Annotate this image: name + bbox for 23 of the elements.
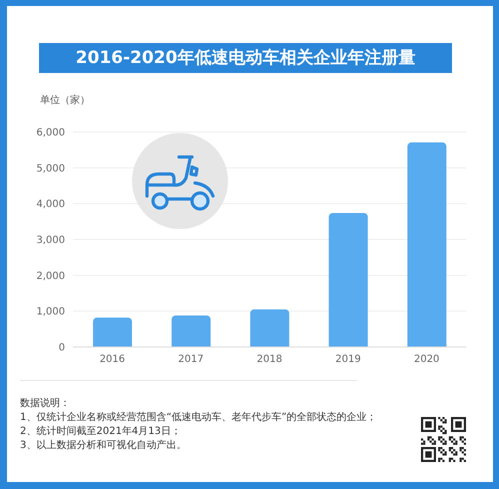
y-tick-label: 2,000 bbox=[36, 270, 65, 282]
chart-title: 2016-2020年低速电动车相关企业年注册量 bbox=[39, 43, 452, 73]
text: 数据说明： bbox=[20, 397, 70, 410]
x-tick-label: 2019 bbox=[335, 354, 361, 366]
y-tick-label: 5,000 bbox=[36, 163, 65, 174]
y-tick-label: 1,000 bbox=[36, 306, 65, 318]
y-tick-label: 6,000 bbox=[36, 128, 65, 139]
x-tick-label: 2017 bbox=[178, 354, 204, 366]
text: 1、仅统计企业名称或经营范围含“低速电动车、老年代步车”的全部状态的企业； bbox=[20, 410, 377, 424]
bar bbox=[250, 309, 290, 347]
x-tick-label: 2020 bbox=[414, 354, 440, 366]
y-tick-label: 0 bbox=[58, 342, 65, 354]
text: 2、统计时间截至2021年4月13日； bbox=[20, 424, 181, 438]
y-tick-label: 3,000 bbox=[36, 235, 65, 246]
x-tick-label: 2018 bbox=[256, 354, 282, 366]
bar bbox=[407, 142, 446, 347]
text: 3、以上数据分析和可视化自动产出。 bbox=[20, 438, 186, 452]
bar bbox=[328, 212, 368, 347]
y-axis-title: 单位（家） bbox=[40, 94, 90, 107]
x-tick-label: 2016 bbox=[100, 354, 126, 366]
bar bbox=[172, 315, 211, 347]
bar bbox=[93, 318, 132, 347]
y-tick-label: 4,000 bbox=[36, 199, 65, 210]
